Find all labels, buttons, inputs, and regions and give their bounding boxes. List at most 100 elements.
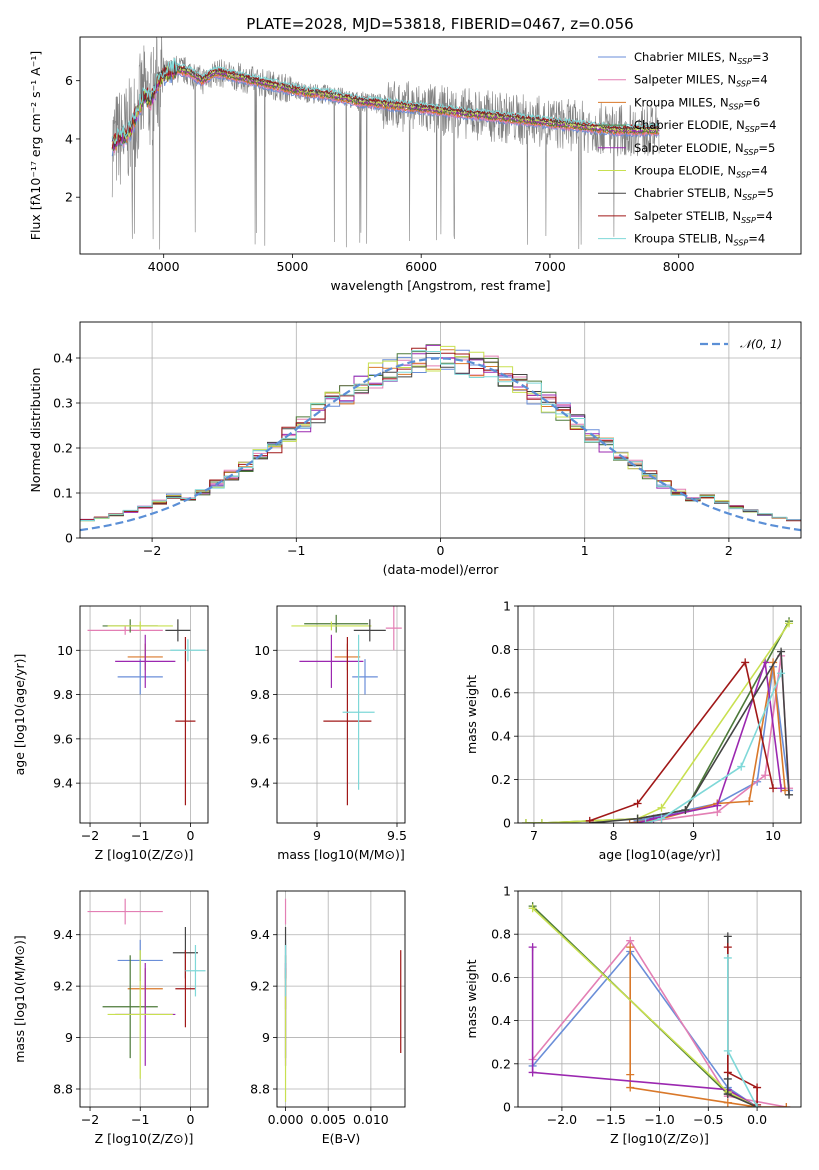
weight-marker (626, 1070, 635, 1079)
x-tick-label: 9.5 (387, 828, 407, 843)
errorbar-point (87, 898, 163, 925)
spectrum-data-line (111, 37, 660, 250)
x-tick-label: 8 (610, 828, 618, 843)
weight-marker (753, 1083, 762, 1092)
chart-mass_vs_ebv: 0.000 0.005 0.010 8.8 9 9.2 9.4 E(B-V) (250, 890, 406, 1146)
legend-label: Chabrier STELIB, NSSP=5 (634, 186, 774, 202)
plot-area (111, 37, 660, 250)
weight-line (727, 947, 758, 1105)
axes-frame (276, 890, 406, 1108)
legend-label: Chabrier MILES, NSSP=3 (634, 50, 769, 66)
y-tick-label: 9 (262, 1030, 270, 1045)
weight-marker (723, 1046, 732, 1055)
weight-marker (777, 647, 786, 656)
weight-marker (761, 771, 770, 780)
x-tick-label: −2.0 (547, 1112, 577, 1127)
x-tick-label: 1 (581, 543, 589, 558)
x-tick-label: −1 (131, 828, 149, 843)
weight-marker (713, 801, 722, 810)
y-tick-label: 0 (503, 816, 511, 831)
y-tick-label: 9 (65, 1030, 73, 1045)
x-tick-label: 9 (689, 828, 697, 843)
chart-residuals: −2 −1 0 1 2 0 0.1 0.2 0.3 0.4 (data-model)/error No… (28, 321, 802, 577)
residuals-legend: 𝒩(0, 1) (700, 337, 782, 351)
y-tick-label: 0 (503, 1100, 511, 1115)
x-tick-label: −1 (131, 1112, 149, 1127)
errorbar-point (385, 606, 402, 651)
weight-marker (741, 658, 750, 667)
legend-label: Kroupa STELIB, NSSP=4 (634, 232, 765, 248)
y-tick-label: 0.2 (491, 772, 511, 787)
weight-marker (737, 762, 746, 771)
legend-label: 𝒩(0, 1) (740, 337, 782, 351)
y-tick-label: 8.8 (250, 1082, 270, 1097)
y-tick-label: 0.4 (491, 729, 511, 744)
y-tick-label: 0.2 (53, 441, 73, 456)
weight-line (531, 950, 758, 1107)
errorbar-point (102, 955, 158, 1059)
weight-marker (723, 943, 732, 952)
y-tick-label: 10 (254, 643, 270, 658)
chart-weight_vs_Z: −2.0 −1.5 −1.0 −0.5 0.0 0 0.2 0.4 0.6 0.8 1 Z [log1… (464, 884, 802, 1146)
weight-marker (745, 797, 754, 806)
y-tick-label: 9.4 (250, 776, 270, 791)
weight-line (637, 655, 790, 823)
y-tick-label: 6 (65, 73, 73, 88)
weight-marker (521, 819, 530, 823)
x-axis-label: Z [log10(Z/Z⊙)] (610, 1131, 709, 1146)
weight-line (526, 622, 790, 823)
y-tick-label: 0 (65, 531, 73, 546)
x-tick-label: 9 (313, 828, 321, 843)
weight-line (629, 947, 787, 1107)
chart-age_vs_Z: −2 −1 0 9.4 9.6 9.8 10 Z [log10(Z/Z⊙)] age [log1… (12, 605, 209, 862)
x-axis-label: (data-model)/error (383, 562, 500, 577)
chart-weight_vs_age: 7 8 9 10 0 0.2 0.4 0.6 0.8 1 age [log10(age/yr)] ma… (464, 599, 802, 862)
x-axis-label: E(B-V) (322, 1131, 361, 1146)
figure-title: PLATE=2028, MJD=53818, FIBERID=0467, z=0… (246, 15, 633, 33)
y-tick-label: 0.2 (491, 1056, 511, 1071)
x-tick-label: 0.010 (353, 1112, 389, 1127)
y-tick-label: 0.8 (491, 642, 511, 657)
spectrum-model-line (111, 60, 660, 147)
x-tick-label: 6000 (405, 259, 437, 274)
y-tick-label: 1 (503, 884, 511, 899)
x-tick-label: 4000 (148, 259, 180, 274)
weight-marker (785, 790, 794, 799)
y-tick-label: 0.8 (491, 927, 511, 942)
weight-marker (657, 814, 666, 823)
weight-line (637, 666, 790, 822)
y-tick-label: 8.8 (53, 1082, 73, 1097)
y-tick-label: 2 (65, 190, 73, 205)
errorbar-point (304, 614, 369, 633)
weight-marker (626, 1083, 635, 1092)
x-tick-label: 7 (530, 828, 538, 843)
y-tick-label: 9.4 (250, 927, 270, 942)
weight-marker (681, 805, 690, 814)
axes-frame (276, 605, 406, 824)
errorbar-point (170, 639, 206, 662)
y-tick-label: 9.8 (250, 687, 270, 702)
x-tick-label: −2 (81, 828, 99, 843)
x-tick-label: −1 (287, 543, 305, 558)
plot-area (284, 898, 402, 1102)
plot-area (87, 619, 206, 806)
legend-label: Kroupa ELODIE, NSSP=4 (634, 164, 768, 180)
weight-marker (633, 814, 642, 823)
weight-marker (723, 1098, 732, 1107)
normal-reference-curve (80, 357, 801, 532)
x-tick-label: −0.5 (693, 1112, 723, 1127)
y-tick-label: 0.4 (53, 351, 73, 366)
weight-marker (625, 819, 634, 823)
y-axis-label: Flux [fλ10⁻¹⁷ erg cm⁻² s⁻¹ A⁻¹] (28, 51, 43, 240)
x-tick-label: 0.0 (747, 1112, 767, 1127)
errorbar-point (352, 659, 378, 695)
weight-marker (528, 1068, 537, 1077)
weight-marker (782, 1103, 791, 1107)
y-tick-label: 0.6 (491, 970, 511, 985)
errorbar-point (342, 634, 375, 790)
y-tick-label: 0.6 (491, 685, 511, 700)
weight-line (727, 936, 758, 1107)
legend-label: Salpeter ELODIE, NSSP=5 (634, 141, 775, 157)
weight-line (531, 947, 758, 1107)
